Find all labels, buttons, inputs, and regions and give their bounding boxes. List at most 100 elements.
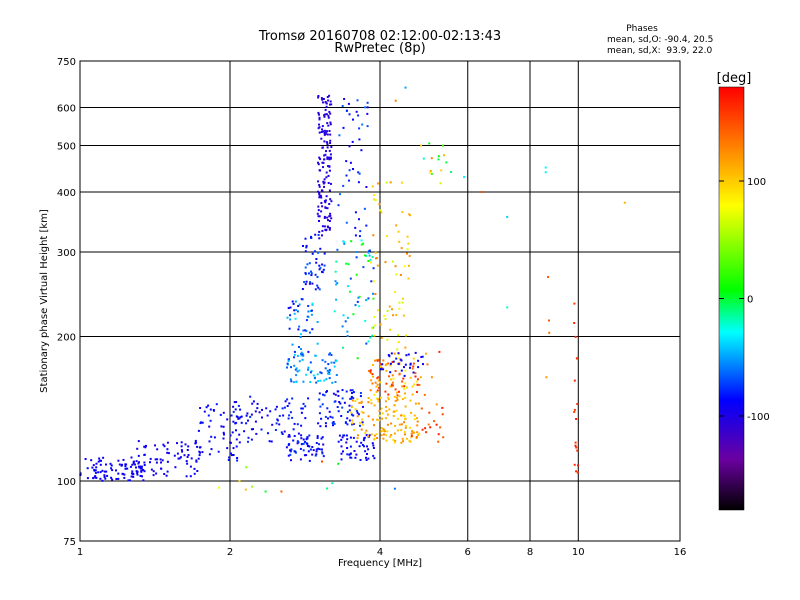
data-point (304, 237, 307, 240)
data-point (326, 216, 329, 219)
data-point (304, 272, 307, 275)
data-point (291, 416, 294, 419)
data-point (325, 391, 328, 394)
data-point (369, 261, 372, 264)
data-point (354, 304, 357, 307)
data-point (319, 425, 322, 428)
data-point (230, 414, 233, 417)
data-point (548, 319, 550, 322)
data-point (393, 410, 396, 413)
data-point (410, 411, 413, 414)
data-point (396, 396, 398, 399)
data-point (396, 417, 399, 420)
data-point (321, 146, 324, 149)
data-point (442, 436, 445, 439)
data-point (115, 469, 117, 472)
data-point (386, 413, 389, 416)
data-point (323, 158, 326, 161)
data-point (367, 340, 370, 343)
data-point (390, 352, 393, 355)
data-point (117, 472, 120, 475)
data-point (311, 328, 314, 331)
data-point (110, 476, 113, 479)
data-point (430, 157, 433, 160)
data-point (327, 372, 330, 375)
data-point (324, 199, 327, 202)
data-point (389, 364, 392, 367)
data-point (86, 467, 89, 470)
data-point (382, 368, 385, 371)
data-point (166, 470, 169, 473)
data-point (400, 247, 403, 250)
data-point (367, 297, 370, 300)
data-point (318, 398, 321, 401)
data-point (384, 434, 387, 437)
data-point (326, 130, 328, 133)
data-point (351, 406, 354, 408)
data-point (376, 418, 379, 421)
data-point (349, 445, 352, 448)
data-point (369, 370, 372, 373)
data-point (288, 358, 290, 361)
colorbar-tick-label: -100 (747, 412, 770, 423)
data-point (347, 263, 350, 266)
data-point (424, 427, 427, 430)
data-point (376, 377, 379, 380)
data-point (367, 251, 370, 254)
data-point (106, 474, 109, 477)
data-point (318, 230, 321, 233)
data-point (295, 374, 298, 377)
data-point (92, 477, 95, 480)
data-point (398, 353, 401, 356)
data-point (131, 463, 134, 466)
data-point (324, 153, 327, 156)
data-point (282, 414, 285, 417)
y-tick-label: 750 (57, 57, 76, 68)
data-point (414, 402, 417, 405)
data-point (360, 410, 363, 413)
data-point (281, 407, 284, 410)
data-point (367, 415, 370, 418)
data-point (330, 200, 333, 203)
data-point (286, 362, 289, 365)
data-point (329, 214, 332, 217)
data-point (134, 463, 136, 466)
data-point (295, 367, 298, 370)
x-axis-label: Frequency [MHz] (338, 558, 422, 569)
data-point (232, 410, 235, 413)
data-point (363, 254, 366, 257)
data-point (337, 410, 340, 413)
data-point (374, 359, 376, 362)
data-point (322, 180, 325, 183)
data-point (185, 460, 188, 463)
data-point (408, 426, 411, 429)
data-point (319, 405, 322, 408)
data-point (407, 277, 410, 280)
data-point (205, 406, 208, 409)
data-point (232, 420, 235, 423)
data-point (271, 423, 274, 426)
data-point (362, 242, 365, 245)
data-point (346, 410, 349, 413)
data-point (573, 408, 576, 411)
data-point (323, 114, 326, 117)
data-point (373, 424, 375, 427)
data-point (399, 274, 402, 276)
data-point (265, 407, 268, 410)
data-point (393, 352, 396, 355)
data-point (421, 355, 424, 358)
data-point (252, 428, 254, 431)
data-point (93, 476, 96, 479)
data-point (396, 394, 399, 397)
data-point (121, 463, 123, 466)
data-point (304, 440, 306, 443)
data-point (402, 314, 405, 317)
data-point (435, 403, 438, 406)
chart-subtitle: RwPretec (8p) (334, 41, 425, 56)
data-point (416, 391, 418, 393)
data-point (183, 454, 186, 457)
data-point (396, 398, 399, 401)
data-point (174, 466, 177, 469)
plot-frame (79, 60, 681, 542)
data-point (325, 150, 327, 153)
